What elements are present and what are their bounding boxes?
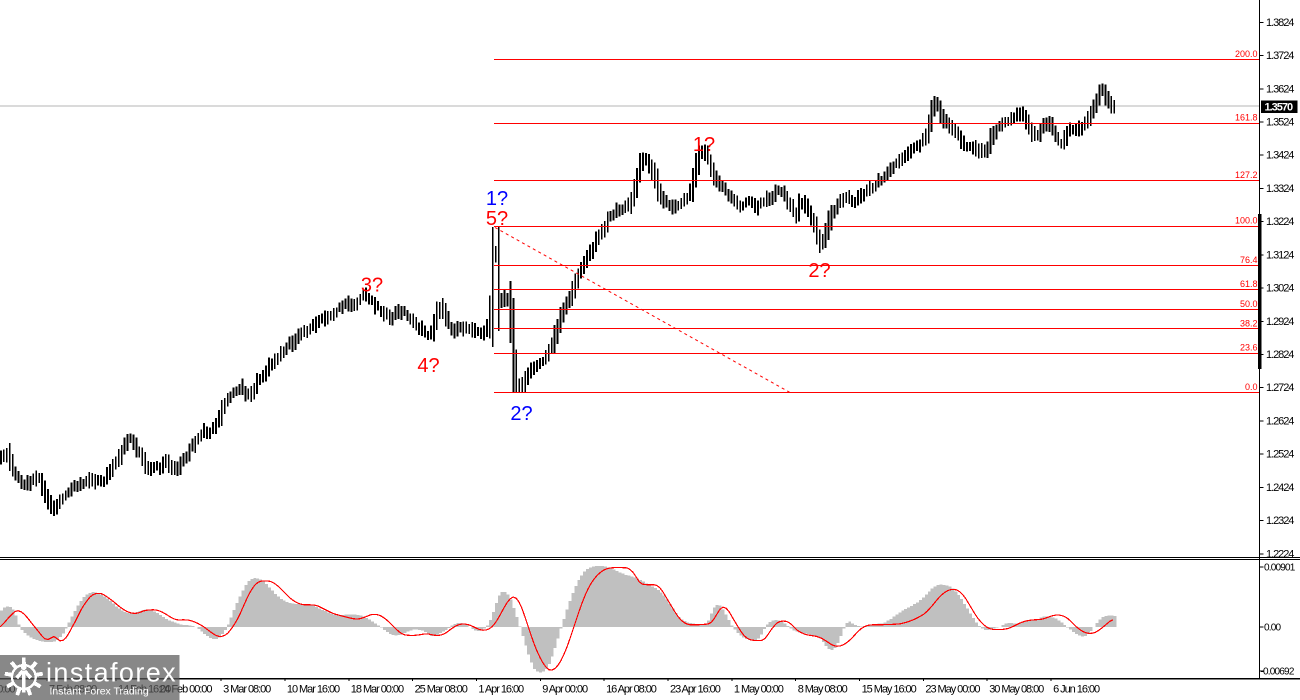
svg-text:23 Apr 16:00: 23 Apr 16:00	[670, 684, 721, 696]
svg-text:2?: 2?	[808, 260, 830, 282]
svg-text:1.3624: 1.3624	[1266, 83, 1294, 95]
svg-text:-0.00692: -0.00692	[1261, 667, 1295, 678]
svg-text:6 Jun 16:00: 6 Jun 16:00	[1053, 684, 1100, 696]
svg-text:1.2424: 1.2424	[1266, 482, 1294, 494]
svg-text:1.2624: 1.2624	[1266, 415, 1294, 427]
svg-text:1.3124: 1.3124	[1266, 249, 1294, 261]
svg-text:0.00901: 0.00901	[1264, 563, 1296, 574]
svg-text:16 Apr 08:00: 16 Apr 08:00	[606, 684, 657, 696]
svg-text:1.3524: 1.3524	[1266, 117, 1294, 129]
svg-text:instaforex: instaforex	[46, 658, 177, 688]
svg-text:30 May 08:00: 30 May 08:00	[989, 684, 1044, 696]
svg-text:1.3724: 1.3724	[1266, 50, 1294, 62]
svg-text:1 Apr 16:00: 1 Apr 16:00	[478, 684, 524, 696]
svg-text:38.2: 38.2	[1240, 318, 1258, 328]
svg-text:1.2724: 1.2724	[1266, 382, 1294, 394]
svg-text:1?: 1?	[693, 134, 715, 156]
svg-text:15 May 16:00: 15 May 16:00	[862, 684, 917, 696]
svg-text:127.2: 127.2	[1235, 170, 1258, 180]
svg-text:1.2824: 1.2824	[1266, 349, 1294, 361]
svg-text:25 Mar 08:00: 25 Mar 08:00	[415, 684, 468, 696]
svg-text:1.3024: 1.3024	[1266, 283, 1294, 295]
svg-text:1 May 00:00: 1 May 00:00	[734, 684, 784, 696]
svg-text:1.2524: 1.2524	[1266, 449, 1294, 461]
svg-text:2?: 2?	[510, 403, 532, 425]
svg-text:23.6: 23.6	[1240, 343, 1258, 353]
svg-text:61.8: 61.8	[1240, 279, 1258, 289]
svg-text:10 Mar 16:00: 10 Mar 16:00	[287, 684, 340, 696]
svg-text:1.3224: 1.3224	[1266, 216, 1294, 228]
svg-text:1?: 1?	[486, 188, 508, 210]
svg-text:Instant Forex Trading: Instant Forex Trading	[50, 686, 149, 698]
svg-text:5?: 5?	[486, 208, 508, 230]
svg-text:4?: 4?	[417, 355, 439, 377]
svg-text:23 May 00:00: 23 May 00:00	[925, 684, 980, 696]
svg-text:161.8: 161.8	[1235, 113, 1258, 123]
svg-text:1.2324: 1.2324	[1266, 515, 1294, 527]
svg-text:8 May 08:00: 8 May 08:00	[798, 684, 848, 696]
svg-text:3 Mar 08:00: 3 Mar 08:00	[223, 684, 271, 696]
svg-text:9 Apr 00:00: 9 Apr 00:00	[542, 684, 588, 696]
svg-text:3?: 3?	[361, 275, 383, 297]
svg-text:100.0: 100.0	[1235, 216, 1258, 226]
svg-text:0.0: 0.0	[1245, 382, 1258, 392]
svg-text:1.3824: 1.3824	[1266, 17, 1294, 29]
svg-text:0.00: 0.00	[1264, 623, 1282, 634]
svg-text:50.0: 50.0	[1240, 299, 1258, 309]
svg-text:1.2224: 1.2224	[1266, 548, 1294, 560]
svg-text:1.3424: 1.3424	[1266, 150, 1294, 162]
svg-text:1.3324: 1.3324	[1266, 183, 1294, 195]
svg-text:76.4: 76.4	[1240, 255, 1258, 265]
svg-text:200.0: 200.0	[1235, 49, 1258, 59]
svg-text:1.3570: 1.3570	[1265, 102, 1294, 114]
svg-text:18 Mar 00:00: 18 Mar 00:00	[351, 684, 404, 696]
svg-text:1.2924: 1.2924	[1266, 316, 1294, 328]
